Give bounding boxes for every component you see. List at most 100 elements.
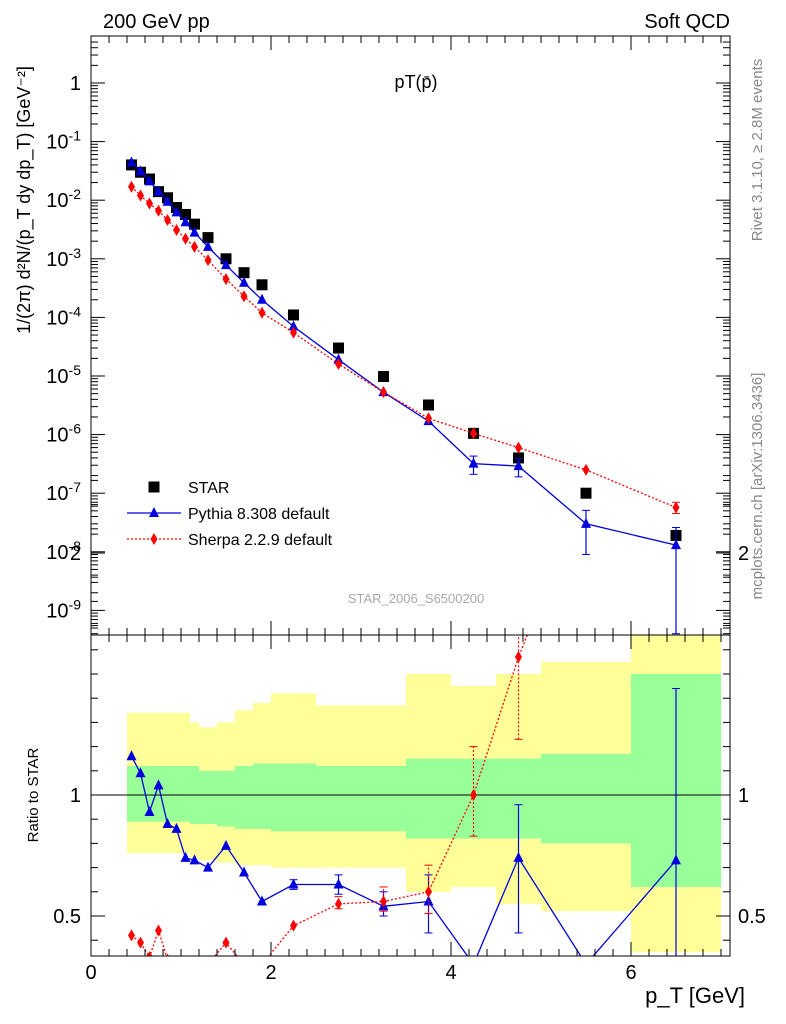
main-sherpa-point (470, 427, 477, 440)
y-tick-label: 10-3 (46, 245, 81, 271)
ratio-y-tick-label-right: 0.5 (738, 906, 766, 928)
header-right: Soft QCD (644, 11, 730, 33)
ratio-sherpa-point (470, 789, 477, 801)
ratio-pythia-point (203, 861, 213, 872)
ratio-y-tick-label-right: 1 (738, 785, 749, 807)
ratio-pythia-point (581, 958, 591, 968)
main-star-point (189, 218, 200, 230)
ratio-sherpa-point (290, 919, 297, 932)
band-stat (199, 770, 217, 825)
ratio-pythia-point (239, 866, 249, 877)
ratio-pythia-point (171, 822, 182, 833)
band-stat (361, 765, 406, 832)
y-tick-label: 10-4 (46, 303, 81, 329)
main-pythia-point (189, 226, 200, 237)
ratio-pythia-point (153, 779, 164, 790)
ratio-y-tick-label-left: 2 (70, 543, 81, 565)
ratio-sherpa-point (155, 924, 162, 937)
ratio-sherpa-point (515, 651, 522, 664)
band-stat (136, 765, 145, 822)
band-stat (181, 765, 190, 822)
main-pythia-point (171, 206, 182, 217)
main-sherpa-point (425, 412, 432, 425)
x-tick-label: 6 (625, 962, 636, 984)
ratio-pythia-point (126, 750, 137, 761)
y-tick-label: 10-9 (46, 596, 81, 622)
band-stat (541, 753, 631, 844)
ratio-pythia-point (180, 851, 191, 862)
main-star-point (513, 452, 524, 464)
x-axis-label: p_T [GeV] (645, 983, 745, 1008)
main-sherpa-point (155, 204, 162, 217)
legend-sherpa-label: Sherpa 2.2.9 default (188, 532, 333, 549)
ratio-pythia-point (144, 805, 155, 816)
main-pythia-point (513, 460, 524, 471)
header-left: 200 GeV pp (103, 11, 210, 33)
main-star-point (378, 371, 389, 383)
x-tick-label: 2 (265, 962, 276, 984)
main-y-axis-label: 1/(2π) d²N/(p_T dy dp_T) [GeV⁻²] (14, 66, 35, 334)
legend-star-marker (148, 481, 160, 493)
main-sherpa-point (582, 463, 590, 476)
legend-star-label: STAR (188, 480, 229, 497)
ratio-sherpa-point (182, 958, 189, 970)
main-sherpa-point (182, 232, 189, 245)
main-pythia-point (153, 185, 164, 196)
ratio-pythia-point (288, 878, 299, 889)
main-sherpa-point (515, 441, 522, 454)
main-frame (90, 35, 731, 636)
main-pythia-point (135, 165, 146, 176)
main-series (126, 156, 682, 635)
ratio-pythia-point (189, 854, 200, 865)
legend-pythia-label: Pythia 8.308 default (188, 506, 330, 523)
main-title: pT(p̄) (394, 72, 437, 92)
y-tick-label: 10-7 (46, 479, 81, 505)
main-panel: pT(p̄) STAR_2006_S6500200 10-910-810-710… (14, 35, 731, 636)
y-tick-label: 1 (70, 73, 81, 95)
ratio-pythia-point (671, 854, 681, 865)
main-sherpa-point (128, 180, 135, 193)
y-tick-label: 10-6 (46, 421, 81, 447)
main-sherpa-point (290, 326, 297, 339)
ratio-panel: 0.5 0.5 1 1 2 2 0 2 4 6 Ratio to STAR p_T [GeV] (25, 479, 766, 1008)
main-star-point (202, 232, 214, 244)
ratio-ticks: 0.5 0.5 1 1 2 2 0 2 4 6 (53, 479, 766, 984)
legend-pythia-marker (149, 507, 159, 517)
rivet-label: Rivet 3.1.10, ≥ 2.8M events (749, 59, 766, 242)
ratio-pythia-point (135, 767, 146, 778)
main-sherpa-point (164, 213, 171, 226)
main-pythia-point (671, 539, 681, 550)
band-stat (235, 765, 253, 829)
x-tick-label: 4 (445, 962, 456, 984)
band-stat (145, 765, 154, 822)
main-star-point (256, 279, 268, 291)
main-pythia-point (239, 276, 249, 287)
main-pythia-point (221, 259, 231, 270)
watermark: STAR_2006_S6500200 (348, 591, 484, 606)
main-star-point (333, 342, 344, 354)
ratio-sherpa-point (380, 895, 387, 908)
main-sherpa-point (380, 386, 387, 399)
ratio-sherpa-point (128, 929, 135, 942)
y-tick-label: 10-1 (46, 128, 81, 154)
main-sherpa-point (146, 197, 153, 210)
ratio-pythia-line (130, 755, 677, 956)
ratio-sherpa-point (166, 953, 169, 956)
ratio-y-axis-label: Ratio to STAR (25, 747, 42, 842)
ratio-sherpa-point (146, 951, 153, 956)
main-star-point (580, 487, 592, 499)
band-stat (253, 763, 271, 829)
main-pythia-point (581, 517, 591, 528)
main-pythia-point (144, 175, 155, 186)
main-star-point (288, 309, 299, 321)
ratio-y-tick-label-left: 1 (70, 785, 81, 807)
ratio-bands (127, 635, 721, 953)
ratio-sherpa-point (335, 897, 342, 910)
ratio-sherpa-point (137, 936, 144, 949)
main-sherpa-point (335, 358, 342, 371)
ratio-pythia-point (333, 878, 344, 889)
ratio-sherpa-point (191, 958, 198, 970)
ratio-pythia-point (513, 851, 524, 862)
main-pythia-point (126, 156, 137, 167)
ratio-sherpa-line (131, 635, 529, 956)
